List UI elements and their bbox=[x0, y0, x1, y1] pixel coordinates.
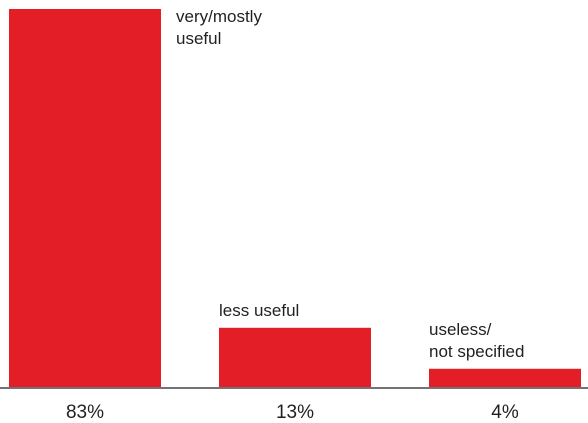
category-labels-group: very/mostly useful less useful useless/not … bbox=[176, 7, 524, 361]
category-label-0: very/mostly useful bbox=[176, 7, 262, 48]
category-label-0-line-0: very/mostly bbox=[176, 7, 262, 26]
value-label-2: 4% bbox=[491, 402, 519, 423]
value-label-0: 83% bbox=[66, 402, 104, 423]
category-label-2-line-1: not specified bbox=[429, 342, 524, 361]
value-label-1: 13% bbox=[276, 402, 314, 423]
category-label-0-line-1: useful bbox=[176, 29, 221, 48]
bars-group bbox=[9, 9, 581, 387]
category-label-1-line-0: less useful bbox=[219, 301, 299, 320]
value-labels-group: 83% 13% 4% bbox=[66, 402, 519, 423]
category-label-2: useless/not specified bbox=[429, 320, 524, 361]
bar-1 bbox=[219, 327, 371, 387]
bar-2 bbox=[429, 368, 581, 387]
category-label-1: less useful bbox=[219, 301, 299, 320]
category-label-2-line-0: useless/ bbox=[429, 320, 492, 339]
bar-0 bbox=[9, 9, 161, 387]
